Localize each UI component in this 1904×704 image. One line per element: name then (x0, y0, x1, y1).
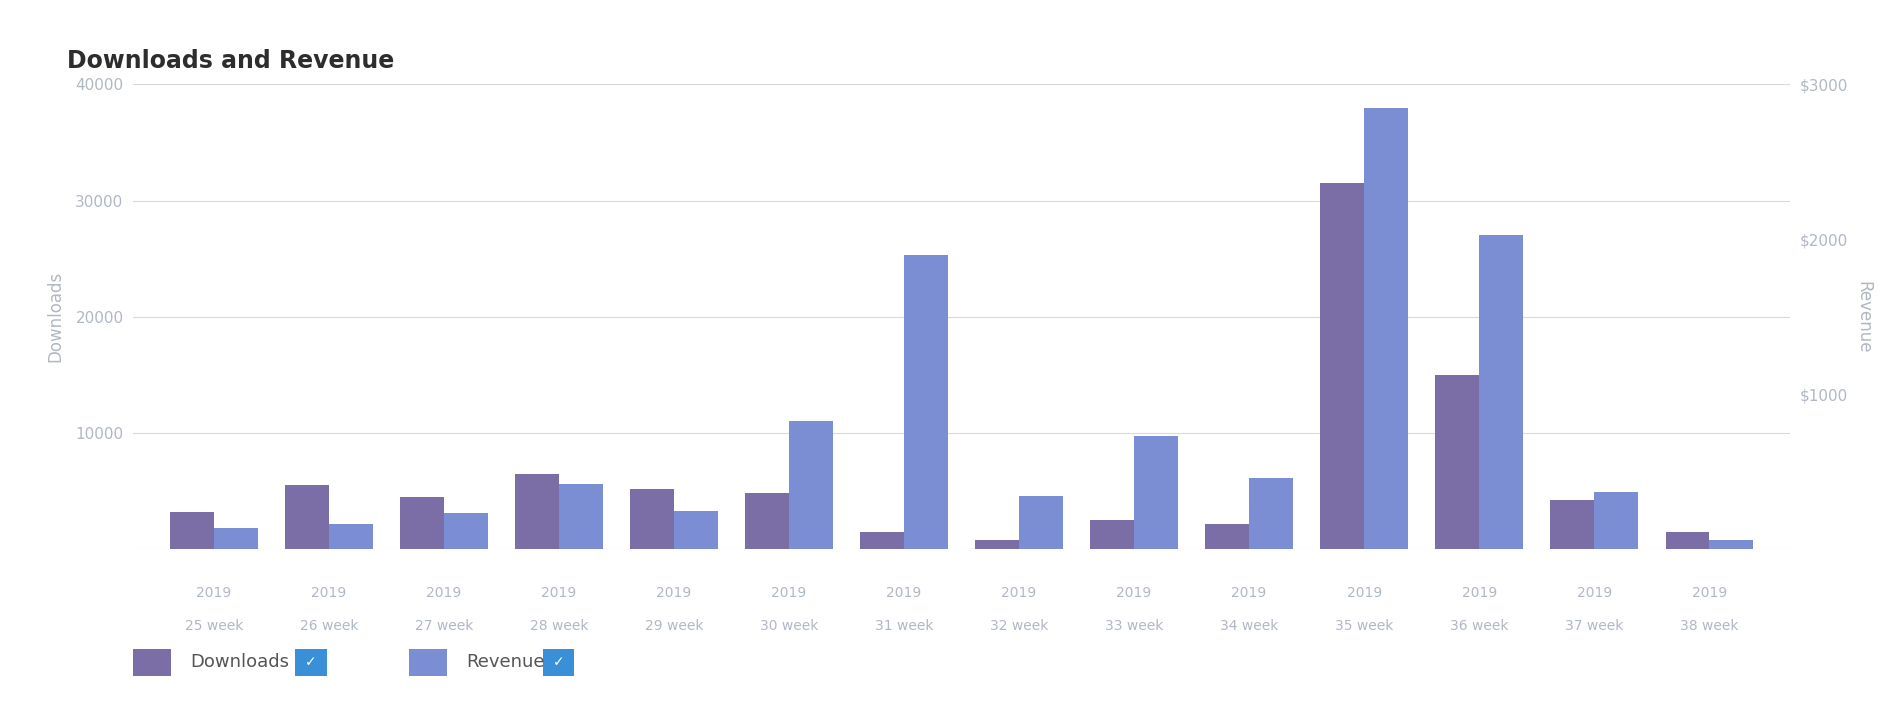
Text: 2019: 2019 (1346, 586, 1382, 601)
Bar (1363, 108, 1407, 549)
Bar (1436, 375, 1479, 549)
Bar (1091, 520, 1135, 549)
Text: 29 week: 29 week (645, 619, 703, 633)
Text: 33 week: 33 week (1104, 619, 1163, 633)
Text: 2019: 2019 (310, 586, 347, 601)
Bar (516, 474, 560, 549)
Text: ✓: ✓ (305, 655, 316, 670)
Text: 34 week: 34 week (1220, 619, 1278, 633)
Text: 2019: 2019 (1577, 586, 1613, 601)
Text: Downloads: Downloads (190, 653, 289, 672)
Bar (560, 484, 604, 549)
Bar (861, 532, 904, 549)
Text: 38 week: 38 week (1679, 619, 1738, 633)
Bar (444, 513, 487, 549)
Text: 28 week: 28 week (529, 619, 588, 633)
Bar (1205, 524, 1249, 549)
Text: 2019: 2019 (541, 586, 577, 601)
Text: 26 week: 26 week (299, 619, 358, 633)
Y-axis label: Downloads: Downloads (46, 271, 65, 363)
Text: 36 week: 36 week (1451, 619, 1508, 633)
Text: 31 week: 31 week (874, 619, 933, 633)
Bar (1666, 532, 1710, 549)
Bar (1321, 183, 1363, 549)
Text: 2019: 2019 (426, 586, 461, 601)
Bar (1710, 540, 1754, 549)
Bar (674, 511, 718, 549)
Text: 2019: 2019 (1691, 586, 1727, 601)
Text: Downloads and Revenue: Downloads and Revenue (67, 49, 394, 73)
Text: 2019: 2019 (771, 586, 807, 601)
Text: 37 week: 37 week (1565, 619, 1624, 633)
Bar (744, 494, 788, 549)
Text: 25 week: 25 week (185, 619, 244, 633)
Text: 30 week: 30 week (760, 619, 819, 633)
Bar (1479, 234, 1523, 549)
Bar (904, 255, 948, 549)
Bar (1594, 492, 1637, 549)
Text: 2019: 2019 (1002, 586, 1036, 601)
Bar (286, 485, 329, 549)
Text: 27 week: 27 week (415, 619, 472, 633)
Bar (788, 420, 832, 549)
Y-axis label: Revenue: Revenue (1854, 281, 1874, 353)
Text: 2019: 2019 (196, 586, 232, 601)
Text: 35 week: 35 week (1335, 619, 1394, 633)
Bar (169, 512, 213, 549)
Text: 2019: 2019 (1232, 586, 1266, 601)
Text: 2019: 2019 (657, 586, 691, 601)
Text: Revenue: Revenue (466, 653, 545, 672)
Bar (213, 528, 257, 549)
Bar (1249, 478, 1293, 549)
Bar (1019, 496, 1062, 549)
Bar (1135, 436, 1179, 549)
Bar (400, 497, 444, 549)
Bar (1550, 501, 1594, 549)
Text: 2019: 2019 (1462, 586, 1497, 601)
Bar (630, 489, 674, 549)
Bar (975, 540, 1019, 549)
Text: 32 week: 32 week (990, 619, 1049, 633)
Bar (329, 524, 373, 549)
Text: ✓: ✓ (552, 655, 564, 670)
Text: 2019: 2019 (887, 586, 922, 601)
Text: 2019: 2019 (1116, 586, 1152, 601)
